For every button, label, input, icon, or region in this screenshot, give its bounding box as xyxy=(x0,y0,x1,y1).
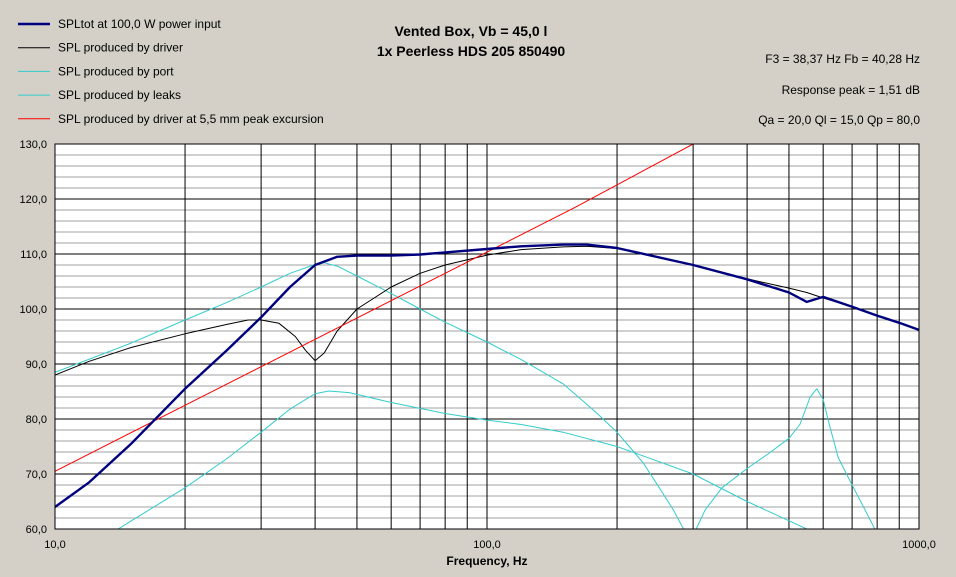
series-layer xyxy=(55,144,919,529)
legend-entry: SPL produced by driver at 5,5 mm peak ex… xyxy=(58,112,324,126)
y-tick-label: 130,0 xyxy=(19,139,47,151)
series-line-2 xyxy=(55,262,684,529)
y-tick-label: 110,0 xyxy=(20,249,47,261)
chart-subtitle: 1x Peerless HDS 205 850490 xyxy=(377,43,566,59)
x-tick-labels: 10,0 100,0 1000,0 xyxy=(44,539,936,551)
legend-entry: SPL produced by port xyxy=(58,64,174,78)
series-line-3 xyxy=(117,390,808,529)
y-tick-label: 60,0 xyxy=(26,524,47,536)
x-tick-label: 1000,0 xyxy=(902,539,936,551)
series-line-5 xyxy=(55,144,694,472)
plot-border xyxy=(54,143,920,530)
series-line-0 xyxy=(55,243,919,509)
x-tick-label: 10,0 xyxy=(44,539,65,551)
info-line-f3-fb: F3 = 38,37 Hz Fb = 40,28 Hz xyxy=(765,52,920,66)
legend: SPLtot at 100,0 W power input SPL produce… xyxy=(18,17,324,126)
y-tick-label: 120,0 xyxy=(19,194,47,206)
legend-entry: SPL produced by leaks xyxy=(58,88,181,102)
x-tick-label: 100,0 xyxy=(473,539,501,551)
y-tick-label: 90,0 xyxy=(26,359,47,371)
info-line-response-peak: Response peak = 1,51 dB xyxy=(782,83,920,97)
y-tick-label: 100,0 xyxy=(19,304,47,316)
y-tick-label: 70,0 xyxy=(26,469,47,481)
info-line-q-values: Qa = 20,0 Ql = 15,0 Qp = 80,0 xyxy=(758,113,920,127)
series-line-1 xyxy=(55,245,919,376)
y-tick-label: 80,0 xyxy=(26,414,47,426)
y-tick-labels: 60,0 70,0 80,0 90,0 100,0 110,0 120,0 130,0 xyxy=(19,139,47,536)
legend-entry: SPLtot at 100,0 W power input xyxy=(58,17,221,31)
grid xyxy=(55,144,919,529)
legend-entry: SPL produced by driver xyxy=(58,41,183,55)
x-axis-label: Frequency, Hz xyxy=(446,554,527,568)
chart-title: Vented Box, Vb = 45,0 l xyxy=(395,23,548,39)
series-line-4 xyxy=(695,388,876,529)
